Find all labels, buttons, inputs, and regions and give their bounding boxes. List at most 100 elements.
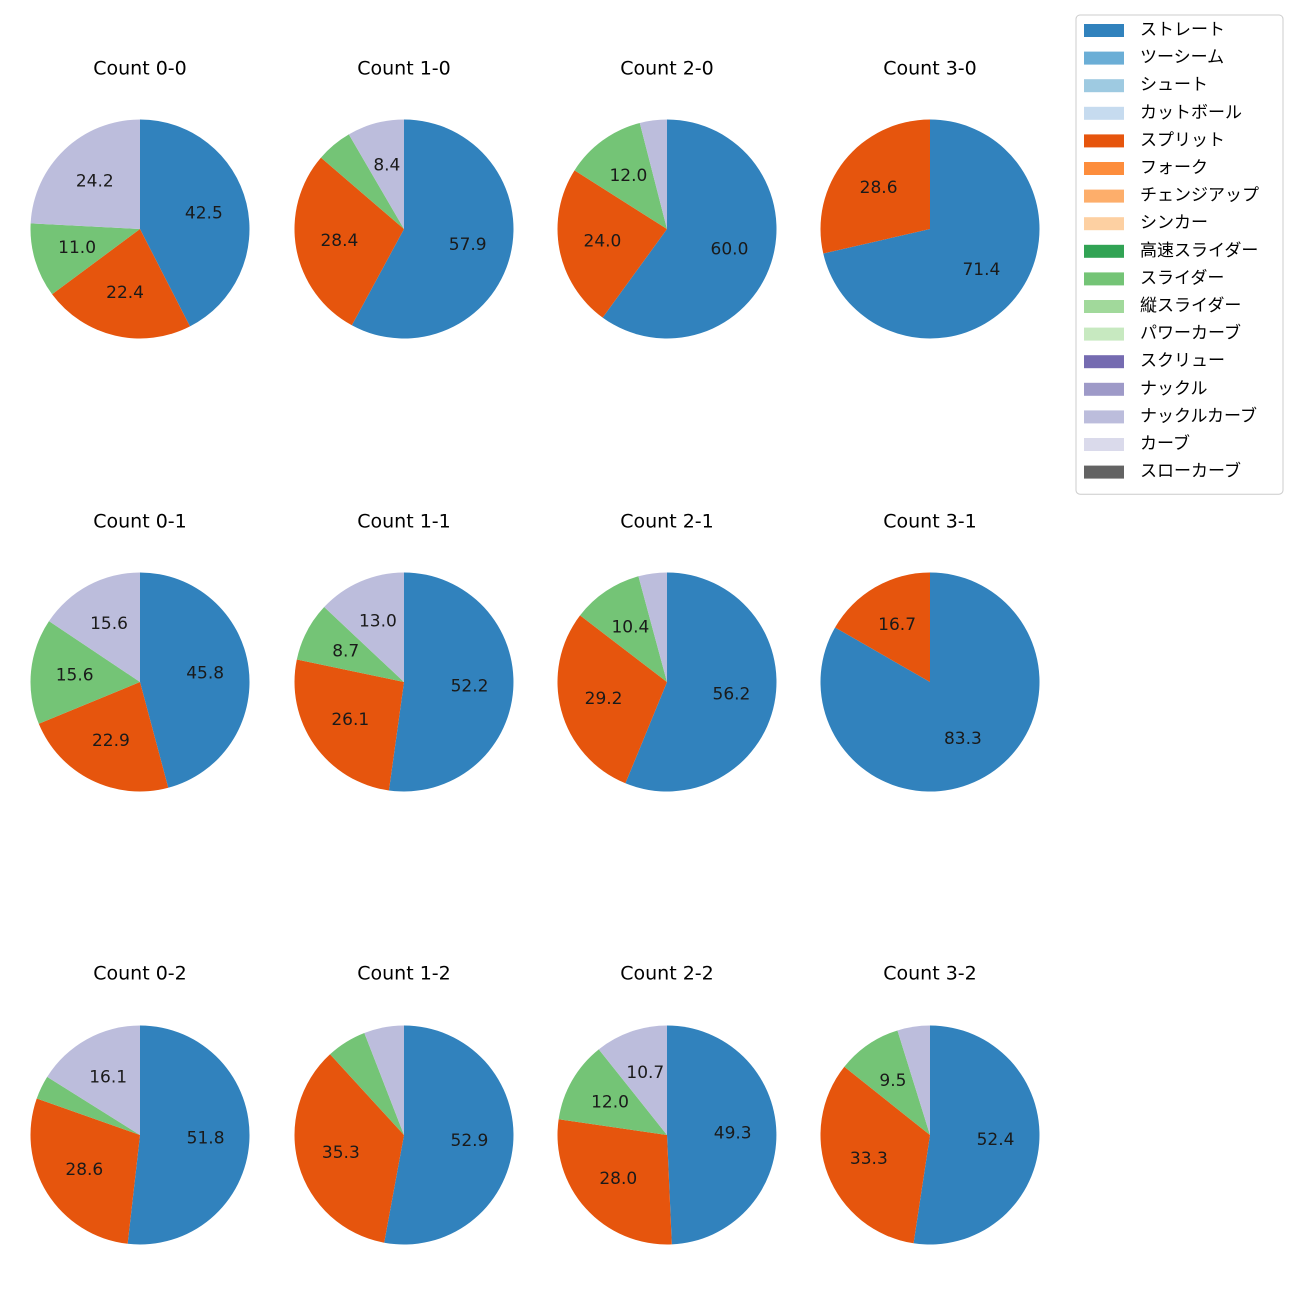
legend-label: ストレート [1140,20,1225,40]
pie-chart: Count 2-2 49.3 28.0 12.0 10.7 [557,963,777,1245]
pie-slice [574,122,667,229]
pie-slice [598,1025,667,1135]
slice-value-label: 9.5 [879,1071,906,1091]
pie-slice [913,1025,1040,1245]
legend-label: パワーカーブ [1140,323,1241,344]
pie-chart: Count 0-1 45.8 22.9 15.6 15.6 [30,511,250,792]
legend-label: カットボール [1140,103,1242,123]
pie-slice [294,1054,404,1243]
legend-swatch [1084,79,1124,93]
pie-chart: Count 3-0 71.4 28.6 [820,58,1040,339]
legend-swatch [1084,189,1124,203]
legend-swatch [1084,382,1124,396]
slice-value-label: 24.0 [584,231,622,251]
legend-label: カーブ [1140,433,1190,454]
slice-value-label: 8.7 [332,642,359,662]
legend: ストレートツーシームシュートカットボールスプリットフォークチェンジアップシンカー… [1075,14,1284,495]
legend-swatch [1084,51,1124,65]
slice-value-label: 28.4 [320,231,358,251]
slice-value-label: 24.2 [76,171,114,191]
pie-title: Count 0-2 [93,963,187,985]
slice-value-label: 56.2 [713,685,751,705]
slice-value-label: 35.3 [322,1143,360,1163]
pie-slice [351,119,514,339]
legend-label: シンカー [1140,213,1208,233]
pie-title: Count 1-0 [357,58,451,80]
pie-slice [384,1025,514,1245]
legend-swatch [1084,327,1124,341]
pie-slice [844,1030,930,1135]
slice-value-label: 42.5 [185,204,223,224]
pie-slice [330,1032,404,1135]
legend-label: フォーク [1140,158,1208,178]
legend-swatch [1084,272,1124,286]
pie-title: Count 2-0 [620,58,714,80]
pie-slice [296,607,404,682]
legend-label: ナックル [1140,379,1208,399]
slice-value-label: 15.6 [56,666,94,686]
slice-value-label: 16.7 [878,615,916,635]
pie-chart: Count 2-1 56.2 29.2 10.4 [557,511,777,792]
slice-value-label: 28.0 [599,1169,637,1189]
slice-value-label: 49.3 [714,1124,752,1144]
legend-label: チェンジアップ [1140,186,1259,206]
legend-label: スプリット [1140,130,1225,150]
slice-value-label: 52.9 [451,1131,489,1151]
pie-slice [30,223,140,295]
pie-slice [835,572,930,682]
pie-slice [294,659,404,791]
legend-swatch [1084,134,1124,148]
slice-value-label: 28.6 [65,1160,103,1180]
pie-title: Count 1-1 [357,511,451,533]
legend-swatch [1084,24,1124,37]
slice-value-label: 12.0 [591,1092,629,1112]
legend-frame [1075,14,1284,495]
pie-title: Count 2-2 [620,963,714,985]
pie-title: Count 2-1 [620,511,714,533]
legend-swatch [1084,438,1124,451]
pie-slice [127,1025,250,1245]
legend-swatch [1084,355,1124,369]
pie-slice [47,1025,140,1135]
pie-slice [639,119,667,229]
pie-chart: Count 1-2 52.9 35.3 [294,963,514,1245]
pie-slice [638,572,667,682]
slice-value-label: 8.4 [373,156,400,176]
legend-label: スライダー [1140,268,1224,288]
pie-slice [625,572,777,792]
pie-slice [52,229,190,339]
legend-swatch [1084,410,1124,424]
pie-slice [558,1049,667,1135]
pie-slice [30,119,140,229]
slice-value-label: 10.4 [611,617,649,637]
slice-value-label: 12.0 [609,166,647,186]
slice-value-label: 22.4 [106,283,144,303]
pie-slice [348,119,404,229]
pie-slice [580,576,667,682]
slice-value-label: 28.6 [860,178,898,198]
slice-value-label: 52.2 [451,677,489,697]
pies-layer: Count 0-0 42.5 22.4 11.0 24.2 Count 1-0 57.9 28… [30,58,1040,1245]
pie-slice [140,119,250,327]
legend-label: シュート [1140,75,1208,95]
legend-swatch [1084,106,1124,120]
pie-slice [364,1025,404,1135]
pie-slice [820,1066,930,1244]
pie-chart: Count 0-2 51.8 28.6 16.1 [30,963,250,1245]
pie-chart: Count 3-1 83.3 16.7 [820,511,1040,792]
slice-value-label: 33.3 [850,1149,888,1169]
legend-label: 高速スライダー [1140,241,1258,261]
pie-slice [557,615,667,784]
pie-slice [320,134,404,229]
pie-slice [294,157,404,326]
slice-value-label: 52.4 [977,1130,1015,1150]
pie-slice [48,572,140,682]
pie-chart: Count 3-2 52.4 33.3 9.5 [820,963,1040,1245]
pie-slice [557,170,667,318]
pie-slice [38,682,169,792]
pie-title: Count 3-0 [883,58,977,80]
pie-chart: Count 1-0 57.9 28.4 8.4 [294,58,514,339]
slice-value-label: 57.9 [449,235,487,255]
slice-value-label: 16.1 [89,1068,127,1088]
